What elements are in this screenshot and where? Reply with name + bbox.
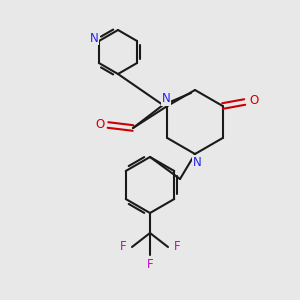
Text: O: O	[249, 94, 258, 106]
Text: N: N	[193, 155, 201, 169]
Text: N: N	[162, 92, 170, 106]
Text: F: F	[147, 257, 153, 271]
Text: N: N	[90, 32, 98, 44]
Text: O: O	[95, 118, 105, 131]
Text: F: F	[120, 241, 126, 254]
Text: F: F	[174, 241, 180, 254]
